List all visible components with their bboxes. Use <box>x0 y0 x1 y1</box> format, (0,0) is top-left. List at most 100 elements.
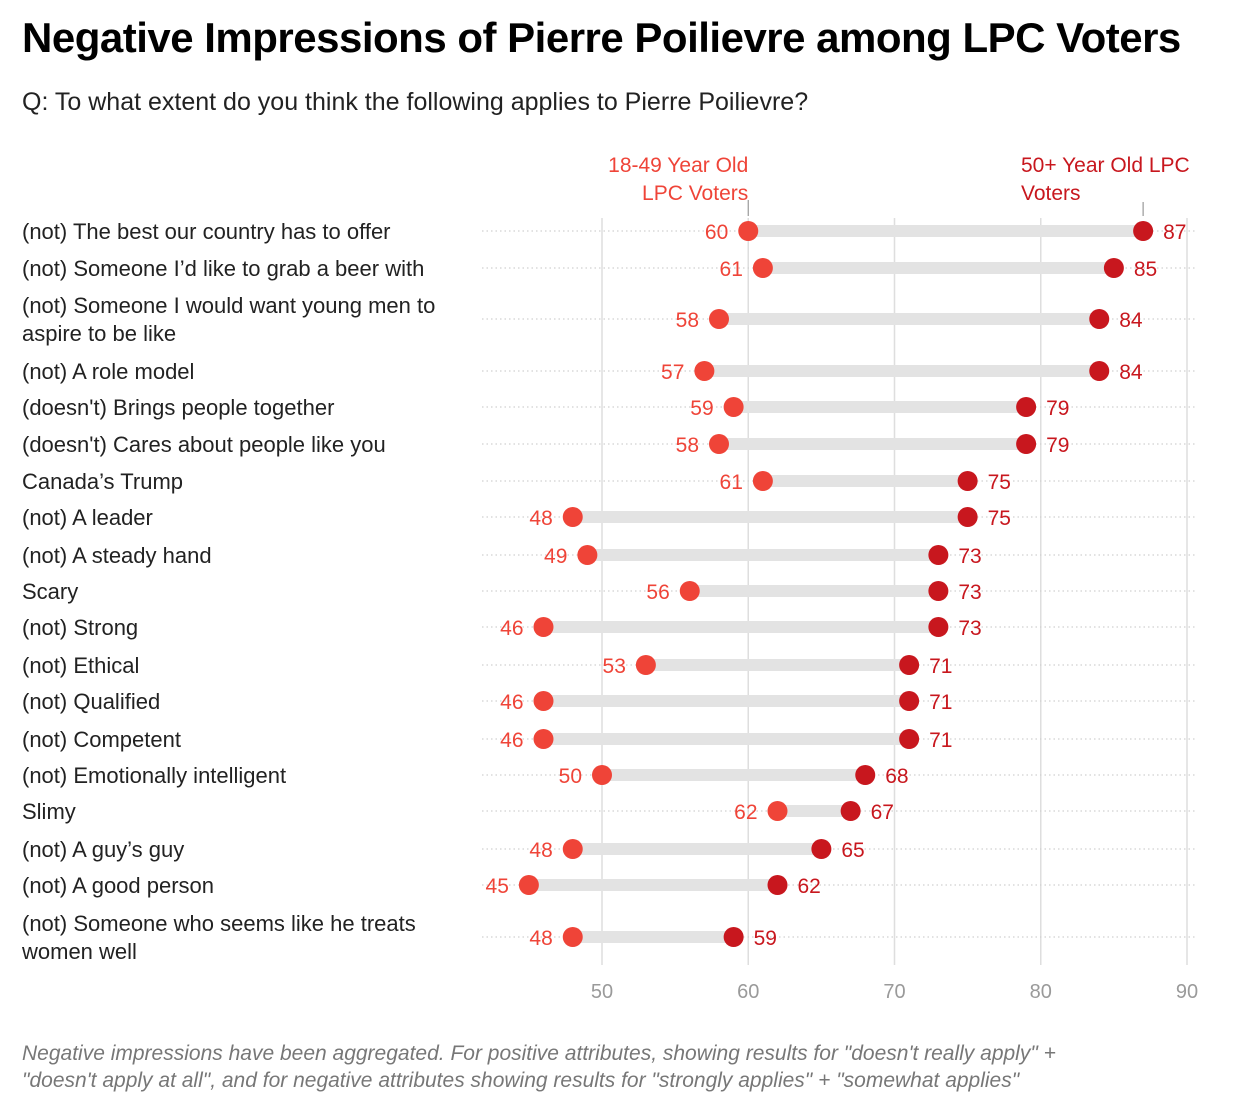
old-dot <box>928 617 949 637</box>
old-value-label: 85 <box>1134 258 1157 281</box>
dumbbell-bar <box>572 931 734 943</box>
young-dot <box>694 361 715 381</box>
young-value-label: 46 <box>500 617 523 640</box>
chart-row: (doesn't) Brings people together 59 79 <box>22 395 1195 420</box>
young-value-label: 45 <box>486 875 509 898</box>
chart-row: (not) Ethical 53 71 <box>22 653 1195 678</box>
old-dot <box>1133 221 1154 241</box>
young-value-label: 61 <box>720 258 743 281</box>
dumbbell-bar <box>704 365 1100 377</box>
row-label-line-2: aspire to be like <box>22 321 176 346</box>
old-value-label: 75 <box>988 507 1011 530</box>
chart-row: (not) A steady hand 49 73 <box>22 543 1195 568</box>
row-label: (not) Strong <box>22 615 138 640</box>
chart-row: Scary 56 73 <box>22 579 1195 604</box>
young-dot <box>723 397 744 417</box>
old-value-label: 79 <box>1046 397 1069 420</box>
row-label: (not) Competent <box>22 727 181 752</box>
old-value-label: 73 <box>958 617 981 640</box>
young-dot <box>533 617 554 637</box>
row-label-line-2: women well <box>21 939 137 964</box>
dumbbell-bar <box>572 843 822 855</box>
young-dot <box>533 729 554 749</box>
old-value-label: 67 <box>871 801 894 824</box>
young-value-label: 57 <box>661 361 684 384</box>
old-value-label: 59 <box>754 927 777 950</box>
young-value-label: 48 <box>529 839 552 862</box>
young-dot <box>518 875 539 895</box>
legend: 18-49 Year Old LPC Voters 50+ Year Old LPC… <box>608 154 1190 216</box>
dumbbell-bar <box>733 401 1027 413</box>
old-dot <box>811 839 832 859</box>
x-tick-label-80: 80 <box>1030 981 1052 1003</box>
dumbbell-bar <box>777 805 851 817</box>
old-value-label: 62 <box>798 875 821 898</box>
legend-young-line-1: 18-49 Year Old <box>608 154 748 177</box>
row-label: (not) The best our country has to offer <box>22 219 391 244</box>
chart-row: (not) A good person 45 62 <box>22 873 1195 898</box>
dumbbell-bar <box>762 262 1114 274</box>
chart-row: (doesn't) Cares about people like you 58 7… <box>22 432 1195 457</box>
young-dot <box>562 507 583 527</box>
row-label: (not) A guy’s guy <box>22 837 184 862</box>
young-value-label: 56 <box>646 581 669 604</box>
young-value-label: 53 <box>603 655 626 678</box>
old-value-label: 68 <box>885 765 908 788</box>
chart-subtitle: Q: To what extent do you think the follo… <box>22 88 809 116</box>
x-tick-label-70: 70 <box>883 981 905 1003</box>
young-dot <box>752 258 773 278</box>
old-value-label: 65 <box>841 839 864 862</box>
young-dot <box>562 839 583 859</box>
young-value-label: 46 <box>500 691 523 714</box>
dumbbell-bar <box>528 879 778 891</box>
old-value-label: 84 <box>1119 309 1143 332</box>
chart-row: (not) Someone who seems like he treats wo… <box>21 911 1195 964</box>
row-label: (not) A good person <box>22 873 214 898</box>
old-dot <box>1103 258 1124 278</box>
chart-row: (not) The best our country has to offer 6… <box>22 219 1195 244</box>
dumbbell-bar <box>543 621 939 633</box>
dumbbell-bar <box>762 475 968 487</box>
row-label: (doesn't) Brings people together <box>22 395 334 420</box>
dumbbell-bar <box>719 438 1027 450</box>
chart-row: Slimy 62 67 <box>22 799 1195 824</box>
row-label: Canada’s Trump <box>22 469 183 494</box>
row-label: (not) Ethical <box>22 653 139 678</box>
young-dot <box>709 434 729 454</box>
young-dot <box>562 927 583 947</box>
old-value-label: 73 <box>958 581 981 604</box>
dumbbell-bar <box>602 769 866 781</box>
chart-row: (not) Strong 46 73 <box>22 615 1195 640</box>
dumbbell-bar <box>587 549 939 561</box>
old-value-label: 87 <box>1163 221 1186 244</box>
row-label-line-1: (not) Someone I would want young men to <box>22 293 435 318</box>
row-label: (not) A leader <box>22 505 153 530</box>
old-value-label: 79 <box>1046 434 1069 457</box>
old-dot <box>957 507 978 527</box>
young-dot <box>709 309 729 329</box>
footnote-line-1: Negative impressions have been aggregate… <box>22 1042 1056 1065</box>
dumbbell-bar <box>543 695 910 707</box>
old-dot <box>1089 309 1110 329</box>
row-label: Scary <box>22 579 78 604</box>
young-value-label: 49 <box>544 545 567 568</box>
dumbbell-bar <box>645 659 910 671</box>
row-label: (doesn't) Cares about people like you <box>22 432 386 457</box>
young-dot <box>592 765 612 785</box>
row-label: (not) Qualified <box>22 689 160 714</box>
dumbbell-bar <box>689 585 939 597</box>
young-dot <box>738 221 759 241</box>
old-dot <box>723 927 744 947</box>
young-value-label: 46 <box>500 729 523 752</box>
young-dot <box>577 545 598 565</box>
x-tick-label-50: 50 <box>591 981 613 1003</box>
young-dot <box>767 801 788 821</box>
old-value-label: 71 <box>929 691 952 714</box>
footnote: Negative impressions have been aggregate… <box>22 1040 1222 1094</box>
row-label: (not) Someone I’d like to grab a beer wi… <box>22 256 424 281</box>
chart-row: (not) Emotionally intelligent 50 68 <box>22 763 1195 788</box>
old-dot <box>899 691 920 711</box>
young-dot <box>533 691 554 711</box>
old-dot <box>928 545 949 565</box>
old-dot <box>855 765 876 785</box>
